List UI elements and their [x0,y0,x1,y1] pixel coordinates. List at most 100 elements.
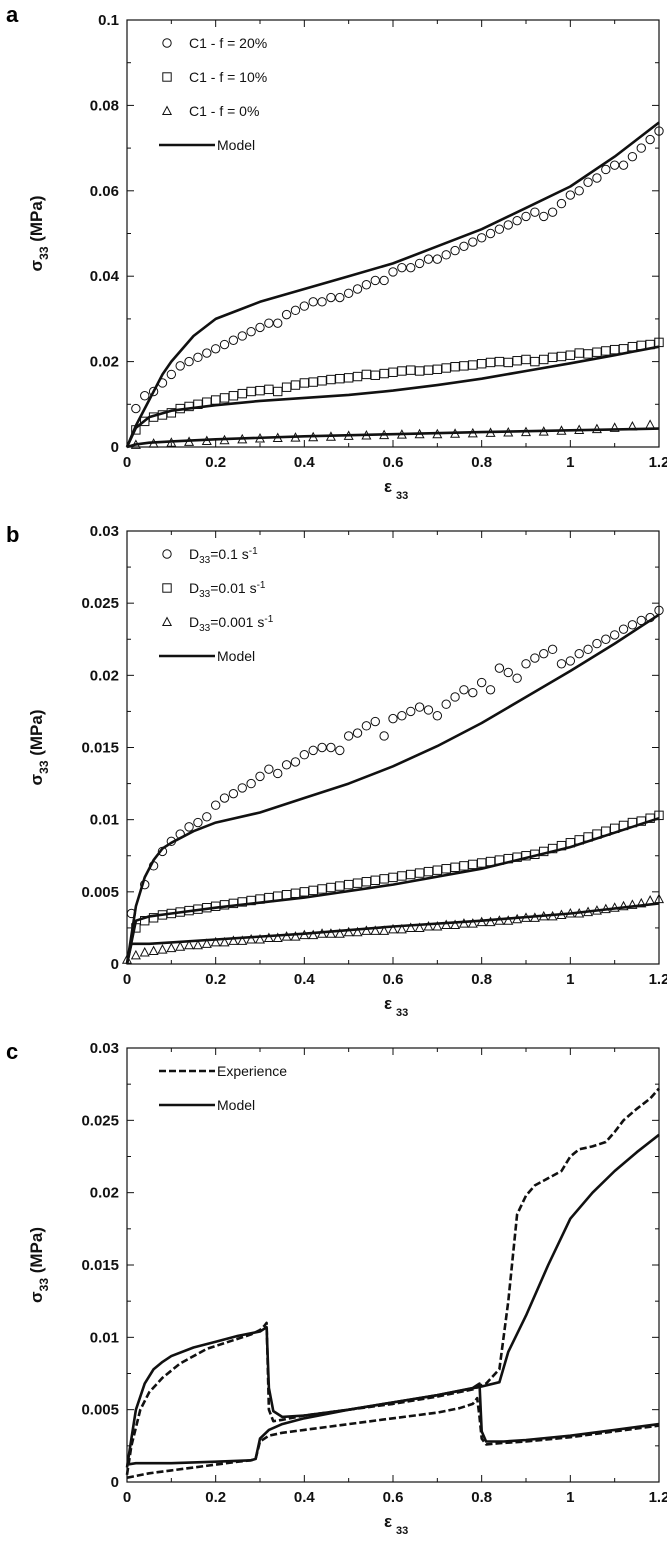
legend-label-part: D [189,580,199,596]
data-point [450,919,461,930]
legend-item: D33=0.1 s-1 [162,546,258,566]
y-axis-label-unit: (MPa) [27,196,46,247]
data-point [334,928,345,938]
data-point [237,783,247,793]
data-point [361,721,372,731]
legend-label: D33=0.1 s-1 [189,546,258,566]
data-point [627,899,638,909]
data-point [290,305,301,316]
y-tick-label: 0.02 [90,354,119,371]
legend-label: C1 - f = 10% [189,69,267,85]
data-point [379,368,389,379]
data-point [228,788,239,799]
data-point [193,817,203,828]
data-point [308,297,318,307]
series-curve-5 [125,902,660,965]
data-point [352,284,363,294]
data-point [414,366,425,376]
data-point [450,692,460,702]
data-point [592,173,602,183]
data-point [308,929,319,940]
series-d33-0-1-s-1 [126,605,664,919]
x-axis-label: ε [384,477,392,496]
y-tick-label: 0.01 [90,812,119,829]
data-point [601,346,611,356]
data-point [254,933,266,944]
legend-label-sup: -1 [264,614,273,625]
x-tick-label: 0.4 [294,971,316,988]
data-point [308,745,318,756]
data-point [228,335,239,345]
data-point [468,687,478,698]
data-point [361,877,372,887]
x-tick-label: 0.6 [383,454,404,471]
data-point [406,706,416,717]
legend-label: Experience [217,1063,287,1079]
x-tick-label: 0 [123,971,131,988]
data-point [184,822,194,832]
data-point [459,861,469,871]
data-point [406,262,416,273]
y-axis-label-unit: (MPa) [27,710,46,761]
data-point [397,871,407,881]
data-point [201,938,212,948]
data-point [441,699,451,709]
y-tick-label: 0 [111,439,119,456]
data-point [210,395,221,405]
data-point [219,936,230,947]
data-point [361,369,372,380]
data-point [343,879,354,890]
data-point [476,359,487,369]
series-curve-5 [126,427,660,449]
data-point [636,897,647,908]
x-tick-label: 0.8 [471,454,492,471]
data-point [299,301,310,311]
data-point [139,946,150,957]
data-point [184,356,194,367]
data-point [343,373,354,383]
series-line [125,816,660,965]
y-axis-label-sym: σ [27,774,46,786]
series-line [126,1396,660,1479]
data-point [468,360,478,370]
data-point [326,742,336,753]
data-point [281,760,292,770]
data-point [512,356,522,366]
y-axis-label: σ33 (MPa) [27,710,51,786]
x-tick-label: 1 [566,1489,574,1506]
legend-label-sub: 33 [199,589,211,600]
data-point [618,160,629,170]
data-point [148,945,159,956]
data-point [423,705,434,715]
data-point [601,634,611,644]
data-point [432,254,443,264]
data-point [308,377,318,387]
data-point [592,638,602,649]
data-point [246,386,256,397]
legend-item: C1 - f = 10% [162,69,267,85]
data-point [609,160,620,170]
data-point [396,923,407,934]
data-point [476,233,487,243]
data-point [494,224,505,234]
data-point [654,337,664,348]
legend-label-part: =0.1 s [210,546,249,562]
data-point [175,941,186,951]
y-axis-label: σ33 (MPa) [27,196,51,272]
data-point [459,241,469,252]
y-tick-label: 0.005 [81,1402,119,1419]
data-point [459,685,469,695]
data-point [246,933,257,944]
data-point [210,344,221,354]
data-point [609,630,620,640]
y-axis-label-sub: 33 [37,760,51,774]
x-tick-label: 0 [123,1489,131,1506]
y-tick-label: 0 [111,1474,119,1491]
data-point [547,352,558,363]
series-c1-f-20- [131,126,664,414]
data-point [645,134,655,145]
data-point [317,884,327,894]
y-tick-label: 0.08 [90,97,119,114]
data-point [468,237,478,247]
